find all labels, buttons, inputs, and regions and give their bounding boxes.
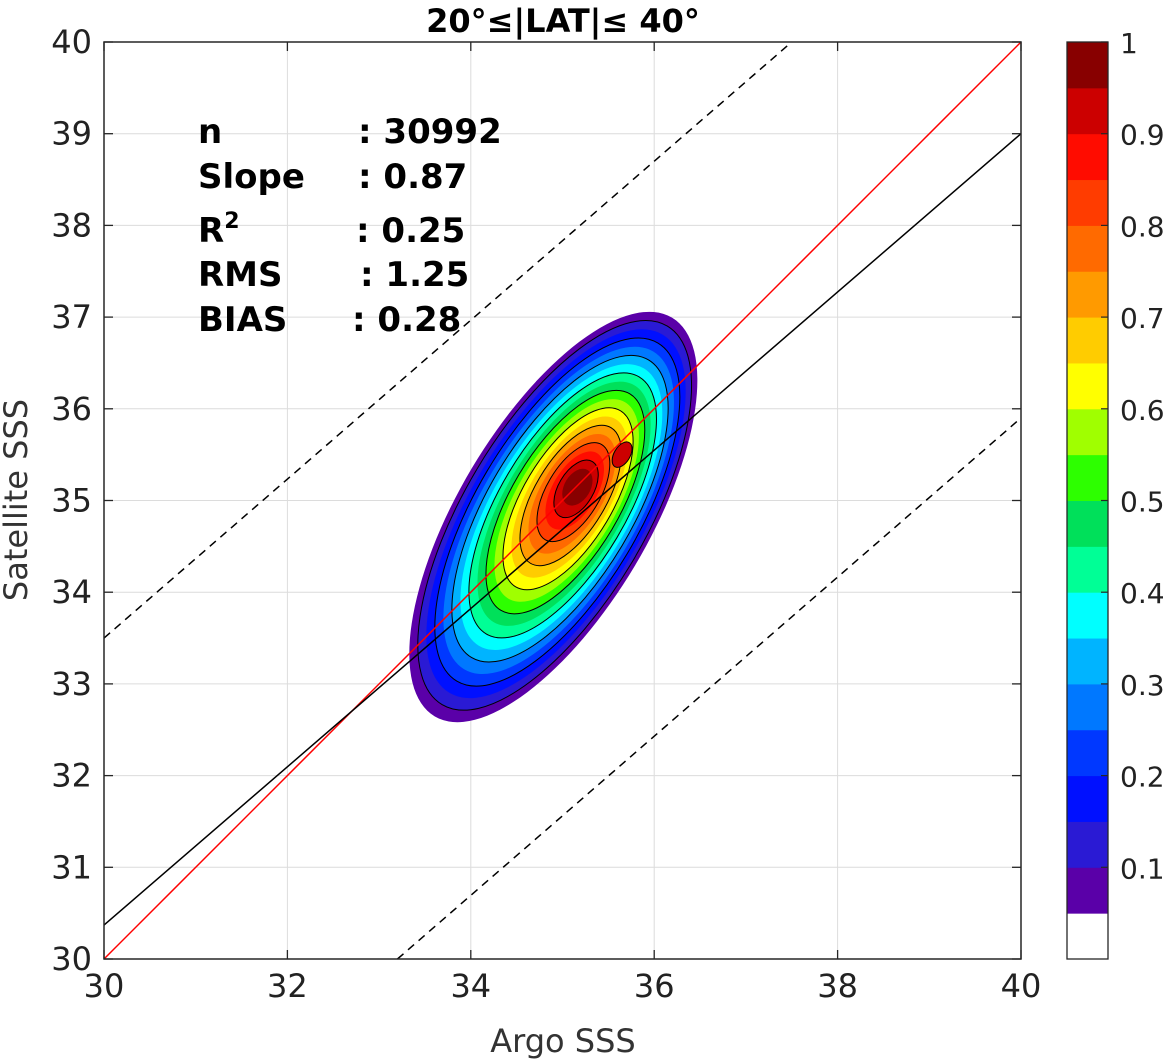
y-tick-label: 39 [51, 115, 92, 153]
x-tick-label: 30 [84, 967, 125, 1005]
colorbar-tick-label: 0.7 [1120, 302, 1165, 335]
y-tick-label: 33 [51, 665, 92, 703]
y-tick-label: 35 [51, 482, 92, 520]
stat-value: : 0.25 [356, 211, 465, 251]
density-secondary-peak [611, 441, 633, 468]
y-tick-label: 40 [51, 23, 92, 61]
colorbar-tick-label: 0.9 [1120, 119, 1165, 152]
colorbar-segment [1067, 362, 1108, 410]
stat-label: Slope [198, 157, 305, 197]
colorbar-segment [1067, 454, 1108, 501]
colorbar-segment [1067, 821, 1108, 868]
density-contours [409, 311, 698, 723]
colorbar-segment [1067, 271, 1108, 318]
x-tick-label: 38 [817, 967, 858, 1005]
colorbar-segment [1067, 683, 1108, 731]
colorbar: 1 0.9 0.8 0.7 0.6 0.5 0.4 0.3 0.2 0.1 [1066, 27, 1165, 960]
stat-value: : 1.25 [360, 255, 469, 295]
chart-title: 20°≤|LAT|≤ 40° [426, 2, 700, 41]
colorbar-segment [1067, 87, 1108, 135]
colorbar-segment [1067, 729, 1108, 777]
colorbar-segment [1067, 913, 1108, 960]
colorbar-tick-label: 0.5 [1120, 486, 1165, 519]
colorbar-tick-label: 1 [1120, 27, 1138, 60]
stat-label: RMS [198, 255, 283, 295]
stat-value: : 30992 [358, 112, 502, 152]
y-tick-label: 36 [51, 390, 92, 428]
axis-ticks: 30 32 34 36 38 40 30 31 32 33 34 35 36 37 38 39 40 [51, 23, 1041, 1005]
colorbar-segment [1067, 179, 1108, 226]
colorbar-segment [1067, 317, 1108, 364]
stat-label: n [198, 112, 222, 152]
y-axis-label: Satellite SSS [0, 399, 35, 601]
x-axis-label: Argo SSS [490, 1022, 635, 1060]
x-tick-label: 34 [450, 967, 491, 1005]
colorbar-segment [1067, 546, 1108, 593]
colorbar-segment [1067, 408, 1108, 456]
reference-lines [103, 41, 1022, 960]
y-tick-label: 34 [51, 573, 92, 611]
colorbar-segment [1067, 500, 1108, 547]
stat-superscript: 2 [224, 209, 239, 234]
y-tick-label: 31 [51, 848, 92, 886]
colorbar-tick-label: 0.4 [1120, 577, 1165, 610]
colorbar-segment [1067, 775, 1108, 822]
y-tick-label: 32 [51, 757, 92, 795]
stat-value: : 0.87 [358, 157, 467, 197]
colorbar-segment [1067, 42, 1108, 89]
colorbar-tick-label: 0.1 [1120, 852, 1165, 885]
reference-line [103, 41, 793, 639]
x-tick-label: 36 [634, 967, 675, 1005]
plot-area: 30 32 34 36 38 40 30 31 32 33 34 35 36 37 38 39 40 [51, 23, 1041, 1005]
y-tick-label: 38 [51, 206, 92, 244]
stat-label: BIAS [198, 300, 287, 340]
x-tick-label: 40 [1001, 967, 1042, 1005]
colorbar-tick-label: 0.6 [1120, 394, 1165, 427]
reference-line [103, 41, 1022, 960]
y-tick-label: 37 [51, 298, 92, 336]
reference-line [396, 417, 1022, 960]
y-tick-label: 30 [51, 940, 92, 978]
colorbar-segment [1067, 638, 1108, 685]
colorbar-tick-label: 0.2 [1120, 761, 1165, 794]
colorbar-tick-label: 0.8 [1120, 210, 1165, 243]
colorbar-segment [1067, 867, 1108, 914]
colorbar-segment [1067, 592, 1108, 639]
stat-value: : 0.28 [352, 300, 461, 340]
reference-line [103, 133, 1022, 926]
colorbar-segment [1067, 133, 1108, 181]
colorbar-tick-label: 0.3 [1120, 669, 1165, 702]
colorbar-segment [1067, 225, 1108, 272]
x-tick-label: 32 [267, 967, 308, 1005]
